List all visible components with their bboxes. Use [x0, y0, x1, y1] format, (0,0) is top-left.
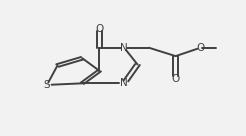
- Text: N: N: [120, 78, 128, 88]
- Text: O: O: [171, 74, 180, 84]
- Text: O: O: [196, 43, 205, 53]
- Text: O: O: [95, 24, 104, 34]
- Text: S: S: [44, 80, 50, 90]
- Text: N: N: [120, 43, 128, 53]
